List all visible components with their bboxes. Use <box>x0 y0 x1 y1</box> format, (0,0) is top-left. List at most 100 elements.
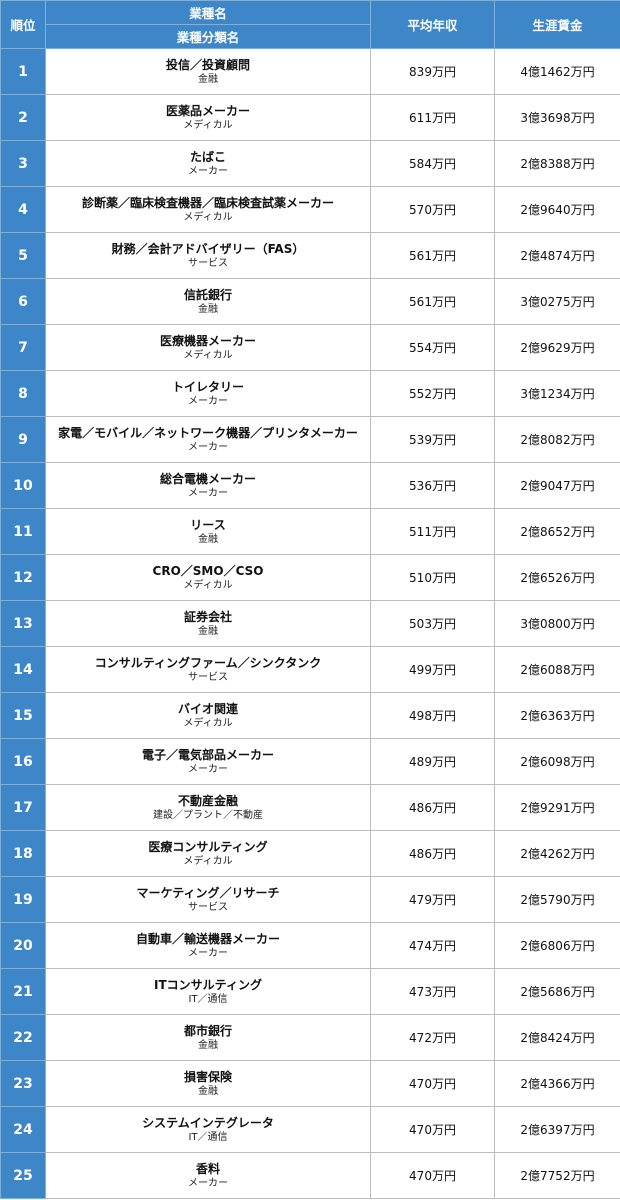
rank-cell: 7 <box>0 324 46 371</box>
industry-name: トイレタリー <box>171 379 244 394</box>
industry-name: たばこ <box>189 149 226 164</box>
industry-cell: 不動産金融 建設／プラント／不動産 <box>45 784 371 831</box>
lifetime-wage-cell: 3億0275万円 <box>494 278 620 325</box>
industry-category: サービス <box>188 671 228 683</box>
rank-cell: 21 <box>0 968 46 1015</box>
lifetime-wage-cell: 2億6526万円 <box>494 554 620 601</box>
industry-category: サービス <box>188 901 228 913</box>
avg-income-cell: 511万円 <box>370 508 495 555</box>
avg-income-column-header: 平均年収 <box>370 0 495 49</box>
industry-cell: マーケティング／リサーチ サービス <box>45 876 371 923</box>
avg-income-cell: 839万円 <box>370 48 495 95</box>
industry-category: 金融 <box>198 303 218 315</box>
industry-cell: 医薬品メーカー メディカル <box>45 94 371 141</box>
avg-income-cell: 489万円 <box>370 738 495 785</box>
industry-name: 投信／投資顧問 <box>165 57 250 72</box>
rank-cell: 1 <box>0 48 46 95</box>
industry-name: 家電／モバイル／ネットワーク機器／プリンタメーカー <box>58 425 358 440</box>
table-body: 1 投信／投資顧問 金融 839万円 4億1462万円 2 医薬品メーカー メディカル 611万… <box>0 48 620 1199</box>
table-row: 1 投信／投資顧問 金融 839万円 4億1462万円 <box>0 48 620 95</box>
avg-income-cell: 486万円 <box>370 784 495 831</box>
lifetime-wage-cell: 2億6397万円 <box>494 1106 620 1153</box>
industry-cell: 信託銀行 金融 <box>45 278 371 325</box>
avg-income-cell: 470万円 <box>370 1152 495 1199</box>
industry-category: メーカー <box>188 395 228 407</box>
rank-cell: 11 <box>0 508 46 555</box>
rank-cell: 18 <box>0 830 46 877</box>
industry-name: コンサルティングファーム／シンクタンク <box>94 655 322 670</box>
industry-category: メーカー <box>188 487 228 499</box>
rank-cell: 8 <box>0 370 46 417</box>
lifetime-wage-cell: 2億8388万円 <box>494 140 620 187</box>
lifetime-wage-cell: 3億3698万円 <box>494 94 620 141</box>
lifetime-wage-cell: 2億9047万円 <box>494 462 620 509</box>
industry-category: メーカー <box>188 763 228 775</box>
rank-cell: 2 <box>0 94 46 141</box>
lifetime-wage-cell: 2億8652万円 <box>494 508 620 555</box>
lifetime-wage-cell: 2億9629万円 <box>494 324 620 371</box>
industry-cell: 損害保険 金融 <box>45 1060 371 1107</box>
industry-name: マーケティング／リサーチ <box>136 885 280 900</box>
industry-cell: バイオ関連 メディカル <box>45 692 371 739</box>
avg-income-cell: 486万円 <box>370 830 495 877</box>
industry-name: 医療機器メーカー <box>159 333 256 348</box>
industry-cell: 医療機器メーカー メディカル <box>45 324 371 371</box>
industry-category: メディカル <box>183 119 233 131</box>
lifetime-wage-column-header: 生涯賃金 <box>494 0 620 49</box>
industry-name: 信託銀行 <box>183 287 232 302</box>
table-row: 18 医療コンサルティング メディカル 486万円 2億4262万円 <box>0 830 620 877</box>
rank-cell: 5 <box>0 232 46 279</box>
industry-cell: 財務／会計アドバイザリー（FAS） サービス <box>45 232 371 279</box>
industry-category: メディカル <box>183 717 233 729</box>
avg-income-cell: 470万円 <box>370 1060 495 1107</box>
industry-cell: 診断薬／臨床検査機器／臨床検査試薬メーカー メディカル <box>45 186 371 233</box>
industry-category: メディカル <box>183 211 233 223</box>
lifetime-wage-cell: 2億8082万円 <box>494 416 620 463</box>
lifetime-wage-cell: 3億0800万円 <box>494 600 620 647</box>
rank-cell: 3 <box>0 140 46 187</box>
table-row: 22 都市銀行 金融 472万円 2億8424万円 <box>0 1014 620 1061</box>
lifetime-wage-cell: 2億9640万円 <box>494 186 620 233</box>
industry-name: リース <box>190 517 226 532</box>
table-row: 5 財務／会計アドバイザリー（FAS） サービス 561万円 2億4874万円 <box>0 232 620 279</box>
rank-cell: 24 <box>0 1106 46 1153</box>
table-row: 13 証券会社 金融 503万円 3億0800万円 <box>0 600 620 647</box>
table-row: 6 信託銀行 金融 561万円 3億0275万円 <box>0 278 620 325</box>
industry-cell: 都市銀行 金融 <box>45 1014 371 1061</box>
avg-income-cell: 554万円 <box>370 324 495 371</box>
rank-cell: 14 <box>0 646 46 693</box>
industry-name: 財務／会計アドバイザリー（FAS） <box>111 241 305 256</box>
rank-cell: 19 <box>0 876 46 923</box>
industry-category: 金融 <box>198 1085 218 1097</box>
rank-cell: 12 <box>0 554 46 601</box>
rank-cell: 4 <box>0 186 46 233</box>
rank-cell: 23 <box>0 1060 46 1107</box>
lifetime-wage-cell: 2億4262万円 <box>494 830 620 877</box>
lifetime-wage-cell: 2億9291万円 <box>494 784 620 831</box>
table-row: 3 たばこ メーカー 584万円 2億8388万円 <box>0 140 620 187</box>
industry-category: メーカー <box>188 165 228 177</box>
lifetime-wage-cell: 2億4874万円 <box>494 232 620 279</box>
industry-name: 総合電機メーカー <box>159 471 256 486</box>
industry-name: ITコンサルティング <box>154 977 262 992</box>
table-row: 21 ITコンサルティング IT／通信 473万円 2億5686万円 <box>0 968 620 1015</box>
table-row: 4 診断薬／臨床検査機器／臨床検査試薬メーカー メディカル 570万円 2億9640万円 <box>0 186 620 233</box>
industry-name: 損害保険 <box>183 1069 232 1084</box>
lifetime-wage-cell: 2億6088万円 <box>494 646 620 693</box>
avg-income-cell: 510万円 <box>370 554 495 601</box>
industry-category: メディカル <box>183 579 233 591</box>
table-row: 9 家電／モバイル／ネットワーク機器／プリンタメーカー メーカー 539万円 2億808… <box>0 416 620 463</box>
industry-cell: 医療コンサルティング メディカル <box>45 830 371 877</box>
rank-cell: 17 <box>0 784 46 831</box>
industry-name: システムインテグレータ <box>142 1115 274 1130</box>
table-row: 24 システムインテグレータ IT／通信 470万円 2億6397万円 <box>0 1106 620 1153</box>
rank-cell: 22 <box>0 1014 46 1061</box>
lifetime-wage-cell: 2億6363万円 <box>494 692 620 739</box>
industry-category: 金融 <box>198 1039 218 1051</box>
industry-category: メディカル <box>183 855 233 867</box>
rank-cell: 13 <box>0 600 46 647</box>
table-row: 14 コンサルティングファーム／シンクタンク サービス 499万円 2億6088万円 <box>0 646 620 693</box>
table-row: 12 CRO／SMO／CSO メディカル 510万円 2億6526万円 <box>0 554 620 601</box>
industry-cell: 投信／投資顧問 金融 <box>45 48 371 95</box>
industry-cell: 香料 メーカー <box>45 1152 371 1199</box>
